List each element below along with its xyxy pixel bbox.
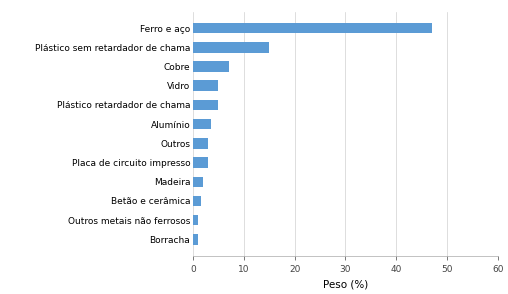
Bar	[193, 138, 208, 149]
Bar	[193, 100, 218, 110]
Bar	[193, 176, 203, 187]
Bar	[193, 119, 211, 129]
X-axis label: Peso (%): Peso (%)	[323, 279, 368, 289]
Bar	[193, 234, 198, 245]
Bar	[193, 23, 432, 34]
Bar	[193, 42, 269, 53]
Bar	[193, 215, 198, 225]
Bar	[193, 157, 208, 168]
Bar	[193, 81, 218, 91]
Bar	[193, 61, 229, 72]
Bar	[193, 196, 201, 206]
